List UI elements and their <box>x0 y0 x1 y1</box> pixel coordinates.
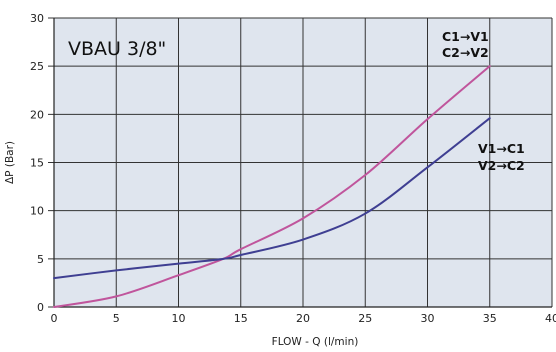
x-tick-label: 5 <box>113 312 120 325</box>
x-tick-label: 30 <box>421 312 435 325</box>
y-tick-labels: 0 5 10 15 20 25 30 <box>30 12 44 314</box>
annotation-v-to-c: V1→C1 V2→C2 <box>478 141 525 173</box>
y-tick-label: 20 <box>30 108 44 121</box>
x-tick-label: 10 <box>172 312 186 325</box>
annotation-line: V2→C2 <box>478 158 525 173</box>
chart-title: VBAU 3/8" <box>68 38 166 60</box>
x-tick-label: 40 <box>545 312 556 325</box>
annotation-line: C2→V2 <box>442 45 489 60</box>
series-lines <box>53 65 491 308</box>
x-tick-label: 20 <box>296 312 310 325</box>
x-tick-label: 15 <box>234 312 248 325</box>
annotation-line: C1→V1 <box>442 29 489 44</box>
y-tick-label: 25 <box>30 60 44 73</box>
y-axis-label: ΔP (Bar) <box>4 141 16 184</box>
axes <box>53 18 552 308</box>
x-tick-labels: 0 5 10 15 20 25 30 35 40 <box>51 312 556 325</box>
annotation-c-to-v: C1→V1 C2→V2 <box>442 29 489 60</box>
y-tick-label: 30 <box>30 12 44 25</box>
annotation-line: V1→C1 <box>478 141 525 156</box>
x-tick-label: 25 <box>358 312 372 325</box>
y-tick-label: 0 <box>37 301 44 314</box>
x-tick-label: 35 <box>483 312 497 325</box>
x-tick-label: 0 <box>51 312 58 325</box>
y-tick-label: 10 <box>30 205 44 218</box>
x-axis-label: FLOW - Q (l/min) <box>272 336 359 348</box>
series-line-2 <box>53 117 491 280</box>
y-tick-label: 15 <box>30 157 44 170</box>
y-tick-label: 5 <box>37 253 44 266</box>
series-line-1 <box>53 65 491 308</box>
